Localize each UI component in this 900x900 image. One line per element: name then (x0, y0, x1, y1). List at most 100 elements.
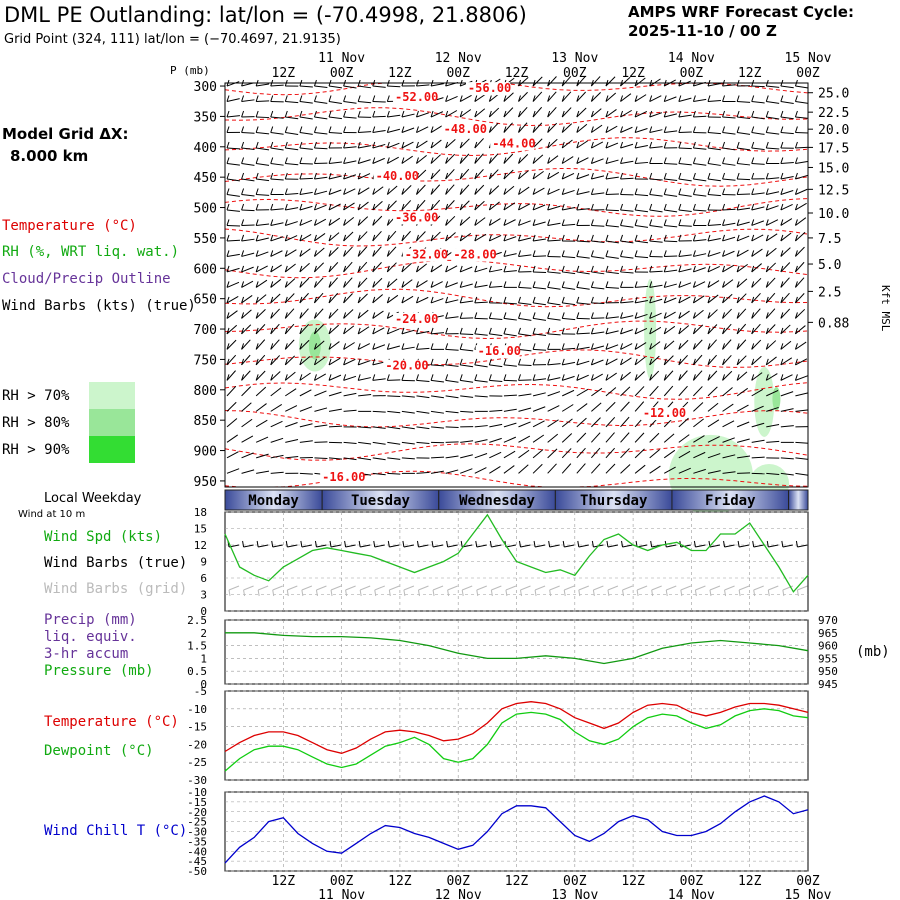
wind-barb (736, 221, 750, 226)
wind-barb (736, 438, 750, 443)
temperature-contour-label: -40.00 (376, 169, 419, 183)
surface-wind-barb (797, 544, 808, 548)
y-tick-label: 18 (194, 506, 207, 519)
wind-barb-flag (736, 296, 740, 304)
wind-barb (241, 435, 254, 443)
wind-barb-flag (488, 312, 492, 319)
wind-barb (518, 107, 528, 118)
wind-barb (489, 268, 503, 273)
wind-barb-flag (620, 281, 623, 288)
wind-barb-flag (313, 265, 317, 273)
pressure-tick-label: 850 (194, 414, 217, 429)
kft-tick-label: 20.0 (818, 123, 849, 138)
wind-barb (736, 339, 747, 350)
surface-wind-barb-flag (737, 540, 740, 548)
wind-barb (343, 392, 357, 397)
wind-barb-flag (678, 157, 682, 164)
wind-barb-flag (707, 250, 711, 257)
wind-barb-flag (707, 188, 711, 195)
wind-barb-flag (620, 219, 623, 226)
y-tick-label: 2.5 (187, 614, 207, 627)
wind-barb-flag (678, 327, 682, 335)
wind-barb-flag (736, 250, 740, 257)
wind-barb (707, 339, 717, 350)
wind-barb (576, 286, 590, 290)
wind-barb (795, 174, 809, 180)
wind-barb-flag (284, 374, 288, 381)
grid-wind-barb-flag (403, 589, 406, 597)
wind-barb-flag (794, 312, 798, 319)
wind-barb (722, 420, 735, 428)
wind-barb (357, 216, 369, 226)
wind-barb (314, 190, 328, 195)
wind-barb (503, 270, 517, 273)
wind-barb (605, 92, 617, 102)
wind-barb-flag (532, 250, 536, 257)
rh-patch-80 (308, 331, 321, 360)
wind-barb-flag (270, 95, 274, 102)
surface-wind-barb-flag (358, 540, 361, 548)
wind-barb (518, 254, 532, 257)
wind-barb (270, 454, 284, 459)
wind-barb-flag (561, 126, 565, 133)
wind-barb (722, 279, 734, 288)
top-date-label: 13 Nov (551, 51, 598, 66)
grid-wind-barb-flag (447, 589, 450, 597)
wind-barb-flag (372, 265, 376, 273)
wind-barb (620, 329, 633, 335)
wind-barb-flag (372, 188, 376, 195)
wind-barb-flag (241, 327, 245, 335)
wind-barb-flag (357, 172, 361, 180)
wind-barb (401, 127, 415, 133)
wind-barb (270, 222, 284, 226)
wind-barb-flag (343, 110, 347, 118)
wind-barbs-grid-label: Wind Barbs (grid) (44, 581, 188, 597)
wind-barb-flag (328, 296, 332, 304)
wind-barb (693, 418, 704, 428)
wind-barb (780, 218, 793, 226)
wind-barb (474, 439, 488, 443)
wind-barb (751, 439, 765, 443)
pressure-tick-label: 750 (194, 353, 217, 368)
wind-barb-flag (634, 281, 638, 288)
wind-barb (562, 189, 575, 195)
wind-barb (751, 339, 762, 350)
wind-barb-flag (620, 157, 623, 164)
wind-barb (532, 392, 546, 397)
wind-barb-flag (357, 343, 361, 350)
wind-barb (751, 206, 765, 211)
wind-barb-flag (794, 110, 798, 118)
wind-barb (707, 163, 721, 166)
wind-barb-flag (751, 95, 755, 102)
wind-barb (765, 308, 776, 319)
wind-barb (255, 386, 267, 397)
wind-barb-flag (386, 126, 390, 133)
wind-barb (765, 292, 776, 304)
wind-barb (255, 251, 269, 257)
wind-barb (765, 247, 777, 257)
wind-barb-flag (372, 312, 376, 319)
wind-barb (561, 75, 572, 87)
wind-barb-flag (561, 281, 565, 288)
wind-barb (489, 466, 501, 474)
wind-barb (751, 248, 763, 257)
wind-barb-flag (634, 141, 638, 149)
wind-barb (299, 85, 313, 88)
wind-barb-flag (328, 172, 332, 180)
wind-barb-flag (634, 312, 638, 319)
wind-barb (459, 216, 471, 226)
wind-barb-flag (692, 126, 696, 133)
wind-barb-flag (765, 172, 769, 180)
wind-barb (663, 370, 674, 381)
wind-barb-flag (416, 126, 419, 133)
grid-wind-barb-flag (417, 589, 420, 597)
wind-barb-flag (459, 141, 463, 149)
kft-tick-label: 7.5 (818, 232, 841, 247)
wind-barb (562, 389, 575, 397)
wind-barb-flag (459, 110, 463, 118)
wind-barb-flag (649, 203, 653, 211)
wind-barb (620, 143, 634, 149)
wind-barb (547, 448, 558, 459)
wind-barb (503, 202, 516, 211)
wind-barb (780, 374, 793, 381)
